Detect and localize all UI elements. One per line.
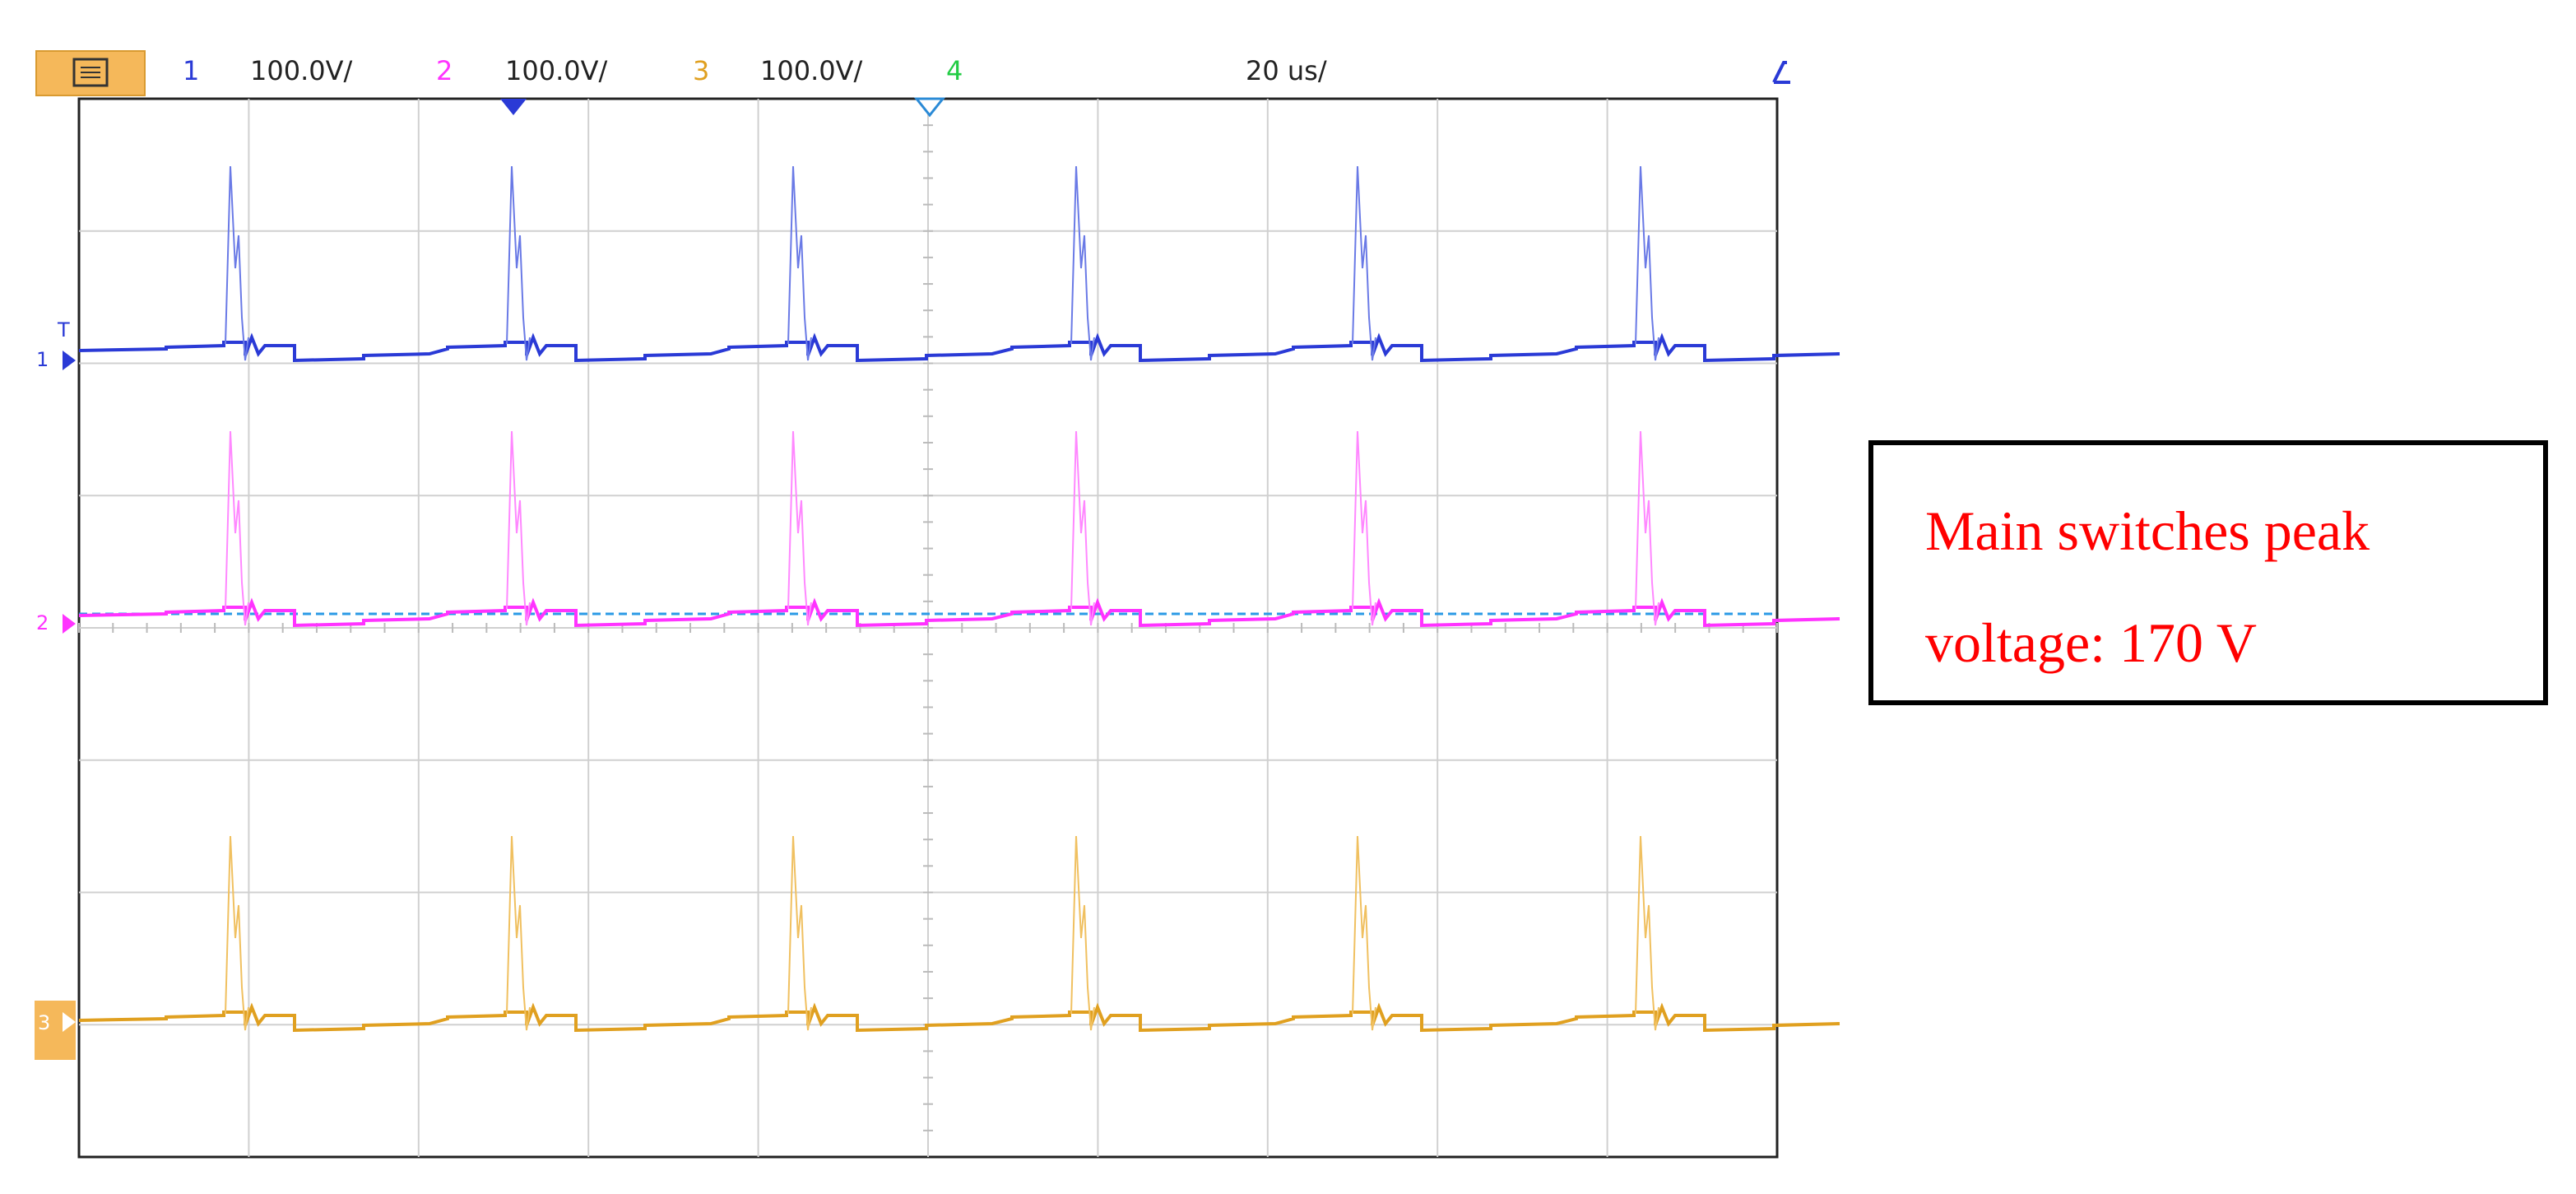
waveform: [78, 332, 1840, 363]
waveform-spike: [1635, 165, 1659, 361]
annotation-text: Main switches peak: [1925, 499, 2369, 562]
waveform-spike: [1352, 165, 1376, 361]
timebase[interactable]: 20 us/: [1246, 55, 1327, 86]
waveform-spike: [225, 430, 249, 626]
waveform: [78, 597, 1840, 628]
ground-marker: 2: [36, 611, 49, 634]
channel-number[interactable]: 1: [183, 55, 199, 86]
waveform-spike: [506, 835, 531, 1031]
channel-number[interactable]: 4: [946, 55, 963, 86]
waveform: [78, 1002, 1840, 1033]
waveform-spike: [1070, 430, 1095, 626]
waveform-spike: [506, 430, 531, 626]
annotation-text: voltage: 170 V: [1925, 611, 2257, 674]
trigger-icon: [1772, 61, 1790, 84]
trigger-position: [500, 99, 527, 115]
ground-markers: 1 T 2 3: [35, 318, 76, 1060]
annotation-box: [1868, 440, 2548, 705]
marker-box: [35, 1001, 76, 1060]
waveform-spike: [506, 165, 531, 361]
channel-scale[interactable]: 100.0V/: [760, 55, 863, 86]
marker-arrow: [63, 351, 76, 370]
waveform-spike: [1070, 165, 1095, 361]
channel-scale[interactable]: 100.0V/: [505, 55, 608, 86]
channel-scale[interactable]: 100.0V/: [250, 55, 353, 86]
channel-number[interactable]: 2: [436, 55, 453, 86]
annotation: Main switches peak voltage: 170 V: [1868, 440, 2548, 705]
waveform-spike: [787, 165, 812, 361]
screen: [77, 97, 1840, 1159]
ground-marker: 1: [36, 348, 49, 371]
waveform-spike: [225, 165, 249, 361]
trigger-level-marker: T: [57, 318, 70, 341]
waveform-spike: [1070, 835, 1095, 1031]
waveform-spike: [225, 835, 249, 1031]
header: 1 100.0V/ 2 100.0V/ 3 100.0V/ 4 20 us/: [35, 50, 1790, 96]
time-reference: [913, 97, 946, 118]
waveform-spike: [1635, 430, 1659, 626]
waveform-spike: [1352, 430, 1376, 626]
channel-number[interactable]: 3: [693, 55, 709, 86]
waveform-spike: [787, 835, 812, 1031]
ground-marker: 3: [38, 1011, 50, 1034]
menu-icon: [72, 58, 109, 87]
waveform-spike: [1352, 835, 1376, 1031]
waveform-spike: [787, 430, 812, 626]
marker-arrow: [63, 614, 76, 634]
marker-arrow: [63, 1012, 76, 1032]
waveform-spike: [1635, 835, 1659, 1031]
